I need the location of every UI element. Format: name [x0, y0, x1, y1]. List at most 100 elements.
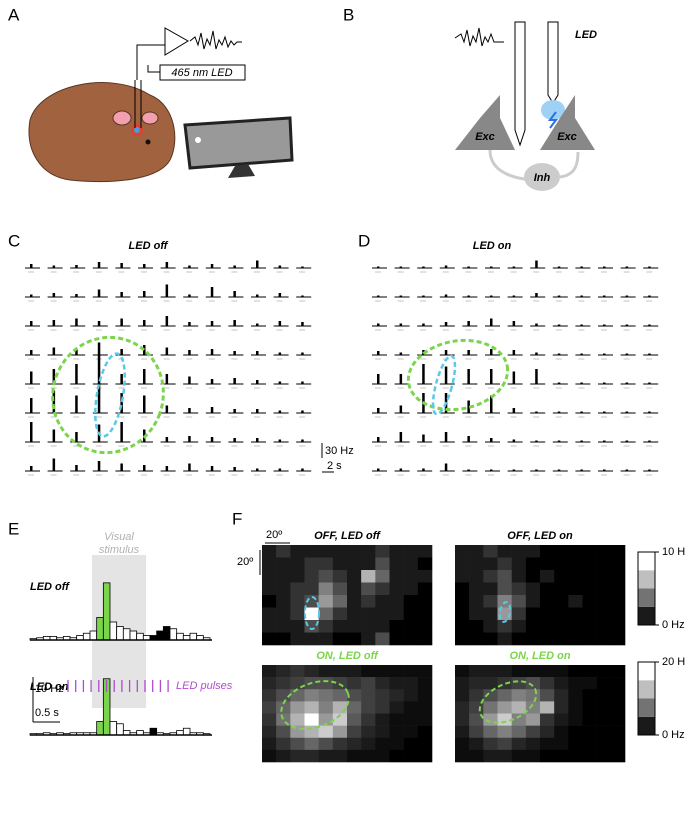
- psth-bar: [149, 727, 158, 736]
- scale-label: 30 Hz: [325, 445, 354, 457]
- heat-cell: [276, 725, 291, 739]
- psth-peak: [557, 382, 561, 384]
- heat-cell: [596, 632, 612, 646]
- psth-peak: [97, 289, 101, 297]
- psth-peak: [467, 436, 470, 442]
- psth-peak: [188, 265, 191, 268]
- psth-peak: [30, 466, 33, 471]
- psth-peak: [422, 468, 425, 471]
- colorbar-block: [638, 570, 655, 589]
- heat-cell: [290, 545, 305, 558]
- heat-cell: [290, 607, 305, 621]
- heat-cell: [417, 737, 433, 751]
- heat-cell: [455, 701, 470, 714]
- psth-peak: [490, 295, 493, 297]
- heat-cell: [389, 713, 404, 726]
- heat-cell: [483, 737, 498, 751]
- heat-cell: [455, 749, 470, 763]
- heat-cell: [304, 545, 319, 558]
- heat-cell: [290, 689, 305, 702]
- heat-cell: [540, 607, 555, 621]
- row-label: LED off: [30, 581, 70, 593]
- psth-peak: [490, 349, 493, 355]
- psth-peak: [75, 364, 78, 384]
- heat-cell: [361, 701, 376, 714]
- heat-cell: [483, 725, 498, 739]
- psth-peak: [165, 466, 169, 471]
- heat-cell: [568, 713, 583, 726]
- heat-cell: [290, 632, 305, 646]
- heat-cell: [483, 713, 498, 726]
- psth-peak: [377, 374, 380, 384]
- psth-peak: [75, 318, 78, 326]
- heat-cell: [610, 749, 626, 763]
- psth-peak: [30, 398, 33, 413]
- heat-cell: [347, 570, 362, 583]
- row-label: LED on: [30, 681, 69, 693]
- heat-cell: [469, 607, 484, 621]
- heat-cell: [540, 749, 555, 763]
- heat-cell: [469, 737, 484, 751]
- heat-cell: [582, 545, 597, 558]
- heat-cell: [304, 582, 319, 596]
- psth-peak: [535, 293, 538, 297]
- psth-peak: [233, 467, 236, 471]
- heat-cell: [361, 545, 376, 558]
- colorbar-label: 10 Hz: [662, 546, 685, 558]
- psth-peak: [557, 295, 561, 297]
- mouse-drawing: [28, 27, 246, 183]
- heat-cell: [276, 607, 291, 621]
- heat-cell: [318, 570, 334, 583]
- heat-cell: [540, 570, 555, 583]
- psth-peak: [143, 291, 146, 297]
- heat-cell: [318, 701, 334, 714]
- psth-peak: [52, 347, 56, 355]
- psth-peak: [512, 321, 516, 326]
- heat-cell: [554, 632, 569, 646]
- rf-outline: [498, 601, 512, 623]
- heat-cell: [276, 620, 291, 633]
- heat-cell: [568, 557, 583, 571]
- heat-cell: [290, 570, 305, 583]
- heat-cell: [347, 620, 362, 633]
- heat-cell: [455, 607, 470, 621]
- psth-peak: [399, 374, 403, 384]
- heat-cell: [262, 607, 277, 621]
- heat-cell: [511, 677, 527, 690]
- map-title: ON, LED off: [316, 650, 379, 662]
- psth-peak: [535, 469, 538, 471]
- heat-cell: [582, 582, 597, 596]
- psth-peak: [580, 469, 583, 471]
- heat-cell: [511, 607, 527, 621]
- psth-bar: [116, 723, 124, 736]
- psth-peak: [75, 432, 78, 442]
- rf-outline: [431, 354, 457, 416]
- panel-label: F: [232, 509, 242, 528]
- heat-cell: [455, 545, 470, 558]
- heat-cell: [610, 725, 626, 739]
- heat-cell: [375, 725, 390, 739]
- heat-cell: [483, 595, 498, 608]
- psth-peak: [210, 379, 214, 384]
- heat-cell: [568, 595, 583, 608]
- heat-cell: [483, 665, 498, 678]
- psth-peak: [603, 411, 606, 413]
- heat-cell: [511, 582, 527, 596]
- heat-cell: [262, 701, 277, 714]
- heat-cell: [276, 749, 291, 763]
- heat-cell: [582, 701, 597, 714]
- heat-cell: [375, 749, 390, 763]
- heat-cell: [403, 557, 419, 571]
- psth-peak: [165, 374, 169, 384]
- rf-outline: [280, 680, 350, 730]
- psth-peak: [399, 266, 403, 268]
- psth-peak: [278, 321, 282, 326]
- rf-outline: [94, 352, 126, 438]
- psth-peak: [377, 323, 380, 326]
- psth-peak: [256, 409, 259, 413]
- psth-peak: [301, 266, 304, 268]
- heat-cell: [347, 749, 362, 763]
- heat-cell: [596, 570, 612, 583]
- psth-peak: [399, 295, 403, 297]
- heat-cell: [375, 689, 390, 702]
